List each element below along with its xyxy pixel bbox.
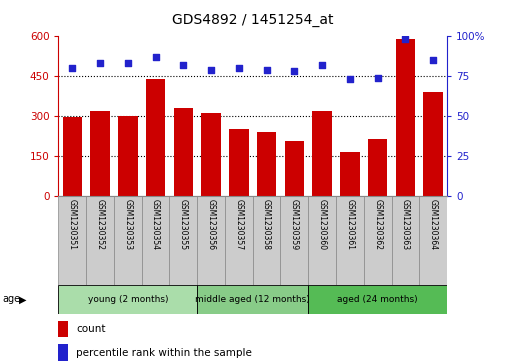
Text: GSM1230361: GSM1230361 <box>345 199 355 250</box>
Point <box>207 67 215 73</box>
Point <box>373 75 382 81</box>
Bar <box>197 196 225 285</box>
Bar <box>424 92 443 196</box>
Bar <box>114 196 142 285</box>
Text: GSM1230354: GSM1230354 <box>151 199 160 250</box>
Point <box>124 61 132 66</box>
Point <box>179 62 187 68</box>
Bar <box>284 142 304 196</box>
Point <box>401 37 409 42</box>
Bar <box>364 196 392 285</box>
Point <box>151 54 160 60</box>
Text: aged (24 months): aged (24 months) <box>337 295 418 304</box>
Text: GSM1230355: GSM1230355 <box>179 199 188 250</box>
Bar <box>58 196 86 285</box>
Text: GSM1230359: GSM1230359 <box>290 199 299 250</box>
Point <box>290 69 298 74</box>
Bar <box>197 285 308 314</box>
Text: GDS4892 / 1451254_at: GDS4892 / 1451254_at <box>172 13 333 27</box>
Point <box>429 57 437 63</box>
Bar <box>312 111 332 196</box>
Bar <box>174 108 193 196</box>
Text: count: count <box>76 324 105 334</box>
Text: GSM1230351: GSM1230351 <box>68 199 77 250</box>
Bar <box>229 130 248 196</box>
Point <box>263 67 271 73</box>
Point <box>318 62 326 68</box>
Text: percentile rank within the sample: percentile rank within the sample <box>76 348 252 358</box>
Point <box>235 65 243 71</box>
Text: GSM1230363: GSM1230363 <box>401 199 410 250</box>
Bar <box>392 196 419 285</box>
Bar <box>396 39 415 196</box>
Bar <box>58 285 197 314</box>
Text: GSM1230358: GSM1230358 <box>262 199 271 250</box>
Bar <box>170 196 197 285</box>
Text: GSM1230352: GSM1230352 <box>96 199 105 250</box>
Point <box>96 61 104 66</box>
Point <box>346 77 354 82</box>
Text: GSM1230360: GSM1230360 <box>318 199 327 250</box>
Text: ▶: ▶ <box>19 294 27 305</box>
Text: young (2 months): young (2 months) <box>87 295 168 304</box>
Bar <box>62 118 82 196</box>
Text: middle aged (12 months): middle aged (12 months) <box>196 295 310 304</box>
Bar <box>58 344 68 361</box>
Point <box>68 65 76 71</box>
Bar <box>340 152 360 196</box>
Bar <box>225 196 253 285</box>
Bar <box>58 321 68 337</box>
Bar <box>253 196 280 285</box>
Text: GSM1230356: GSM1230356 <box>207 199 215 250</box>
Bar <box>118 116 138 196</box>
Bar <box>142 196 170 285</box>
Bar <box>257 132 276 196</box>
Bar <box>336 196 364 285</box>
Text: GSM1230362: GSM1230362 <box>373 199 382 250</box>
Bar <box>308 285 447 314</box>
Bar <box>146 79 165 196</box>
Text: age: age <box>3 294 21 305</box>
Text: GSM1230364: GSM1230364 <box>429 199 438 250</box>
Bar <box>90 111 110 196</box>
Text: GSM1230353: GSM1230353 <box>123 199 132 250</box>
Text: GSM1230357: GSM1230357 <box>234 199 243 250</box>
Bar <box>419 196 447 285</box>
Bar <box>368 139 388 196</box>
Bar <box>201 114 221 196</box>
Bar <box>308 196 336 285</box>
Bar <box>86 196 114 285</box>
Bar <box>280 196 308 285</box>
